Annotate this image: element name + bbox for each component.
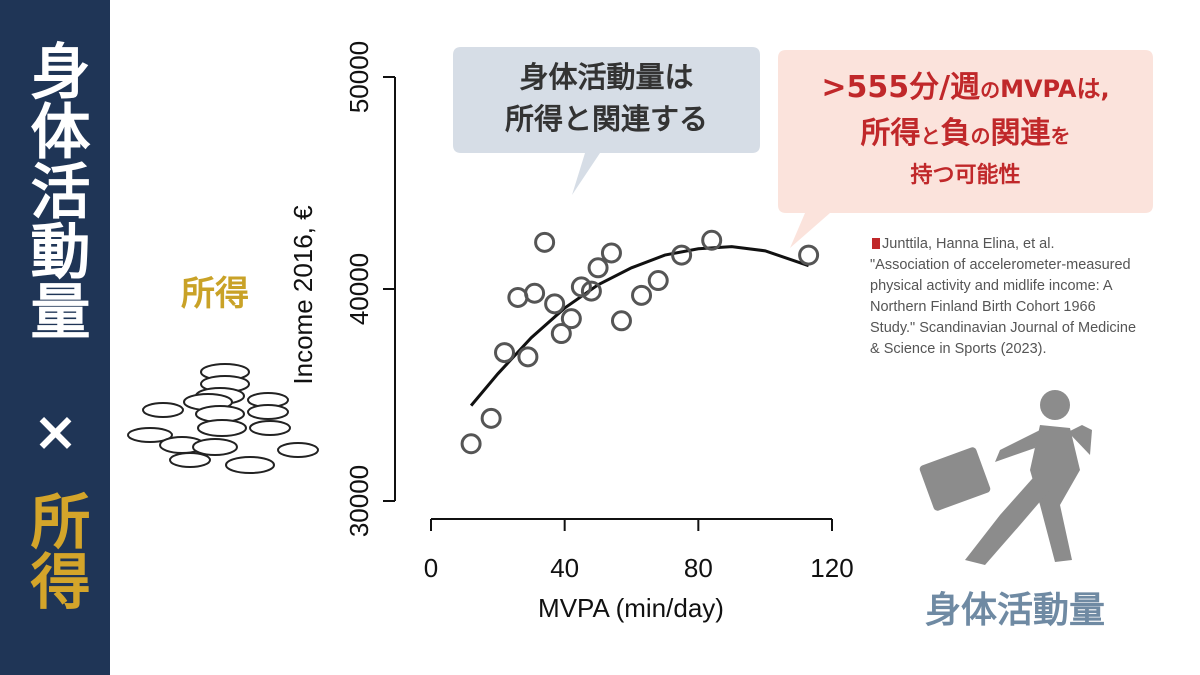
y-axis-title: Income 2016, €: [288, 205, 318, 385]
bubble-left: 身体活動量は 所得と関連する: [453, 56, 760, 140]
point: [671, 244, 693, 266]
point: [550, 323, 572, 345]
x-tick-label: 0: [424, 553, 438, 583]
bubble-text: の: [980, 78, 1001, 102]
point: [560, 308, 582, 330]
bubble-text: 負: [940, 116, 971, 151]
bubble-text: MVPAは,: [1000, 75, 1110, 103]
sidebar-times: ×: [24, 400, 87, 463]
point: [570, 276, 592, 298]
point: [647, 270, 669, 292]
fit-curve: [469, 245, 810, 407]
point: [494, 342, 516, 364]
bubble-right: >555分/週のMVPAは, 所得と負の関連を 持つ可能性: [778, 66, 1153, 194]
point: [631, 284, 653, 306]
point: [507, 286, 529, 308]
point: [460, 433, 482, 455]
point: [600, 242, 622, 264]
citation: Junttila, Hanna Elina, et al. "Associati…: [870, 234, 1136, 360]
point: [524, 282, 546, 304]
point: [517, 346, 539, 368]
bubble-text: 関連: [990, 116, 1051, 151]
y-tick-label: 50000: [344, 41, 374, 113]
bubble-right-shape: [778, 50, 1153, 248]
point: [587, 257, 609, 279]
sidebar-bottom: 所得: [20, 490, 90, 610]
book-icon: [872, 238, 880, 249]
point: [544, 293, 566, 315]
coins-icon: [127, 363, 319, 474]
y-tick-label: 40000: [344, 253, 374, 325]
y-tick-label: 30000: [344, 465, 374, 537]
bubble-text: と: [920, 124, 941, 148]
citation-line: physical activity and midlife income: A: [870, 278, 1113, 294]
x-tick-label: 80: [684, 553, 713, 583]
income-label: 所得: [181, 274, 249, 314]
bubble-text: を: [1050, 124, 1071, 148]
bubble-text: 所得: [860, 116, 921, 151]
point: [701, 229, 723, 251]
point: [580, 280, 602, 302]
x-axis-title: MVPA (min/day): [538, 593, 724, 623]
x-tick-label: 40: [550, 553, 579, 583]
x-tick-label: 120: [810, 553, 853, 583]
sidebar-top: 身体活動量: [20, 40, 90, 340]
bubble-text: 身体活動量は: [519, 60, 694, 94]
bubble-text: 持つ可能性: [910, 163, 1021, 188]
runner-icon: [919, 390, 1092, 565]
citation-line: & Science in Sports (2023).: [870, 341, 1047, 357]
citation-line: Junttila, Hanna Elina, et al.: [882, 236, 1055, 252]
activity-label: 身体活動量: [925, 590, 1105, 631]
citation-line: Study." Scandinavian Journal of Medicine: [870, 320, 1137, 336]
point: [534, 231, 556, 253]
point: [610, 310, 632, 332]
point: [798, 244, 820, 266]
sidebar: 身体活動量 × 所得: [0, 0, 110, 675]
bubble-text: の: [970, 124, 991, 148]
bubble-text: 所得と関連する: [504, 102, 708, 136]
citation-line: Northern Finland Birth Cohort 1966: [870, 299, 1096, 315]
citation-line: "Association of accelerometer-measured: [870, 257, 1131, 273]
bubble-text: >555分/週: [821, 70, 981, 105]
bubble-left-shape: [453, 47, 760, 195]
point: [480, 407, 502, 429]
